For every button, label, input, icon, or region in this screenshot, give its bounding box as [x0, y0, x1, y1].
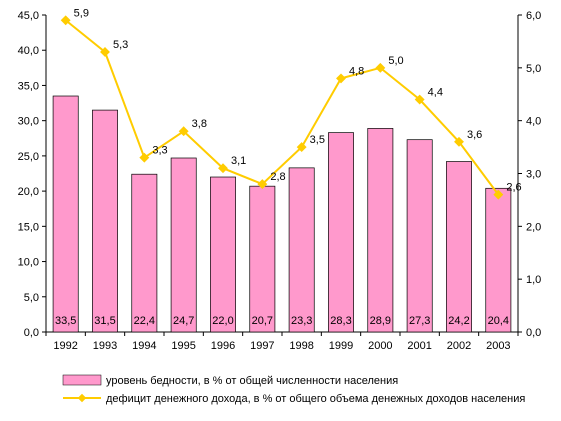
line-point — [218, 163, 228, 174]
y-right-tick-label: 5,0 — [526, 63, 541, 75]
bar-data-label: 22,4 — [134, 315, 155, 327]
x-tick-label: 2001 — [407, 340, 431, 352]
bar — [210, 176, 236, 333]
y-left-tick-label: 0,0 — [24, 327, 39, 339]
bar — [367, 128, 394, 333]
y-left-tick-label: 15,0 — [18, 221, 39, 233]
line-data-label: 4,8 — [349, 65, 364, 77]
x-tick-label: 1998 — [289, 340, 313, 352]
y-right-tick-label: 0,0 — [526, 327, 541, 339]
bar-data-label: 28,9 — [370, 315, 391, 327]
bar — [249, 185, 276, 333]
bar-data-label: 20,7 — [252, 315, 273, 327]
y-right-tick-label: 3,0 — [526, 169, 541, 181]
legend-label-line: дефицит денежного дохода, в % от общего … — [106, 393, 525, 405]
x-tick-label: 1995 — [171, 340, 195, 352]
bar — [92, 109, 118, 333]
bar-data-label: 24,2 — [448, 315, 469, 327]
line-point — [257, 179, 268, 190]
line-data-label: 4,4 — [428, 87, 443, 99]
line-point — [100, 47, 110, 57]
bar — [288, 167, 315, 333]
bar-data-label: 27,3 — [409, 315, 430, 327]
line-data-label: 3,1 — [231, 155, 246, 167]
y-left-tick-label: 35,0 — [18, 80, 39, 92]
line-data-label: 5,3 — [113, 39, 128, 51]
line-data-label: 3,8 — [192, 118, 207, 130]
line-point — [139, 152, 150, 163]
bar — [328, 132, 354, 333]
legend: уровень бедности, в % от общей численнос… — [62, 374, 525, 405]
x-tick-label: 2000 — [368, 340, 392, 352]
y-right-tick-label: 4,0 — [526, 116, 541, 128]
y-right-tick-label: 6,0 — [526, 10, 541, 22]
y-left-tick-label: 40,0 — [18, 45, 39, 57]
bar-data-label: 20,4 — [488, 315, 509, 327]
line-point — [296, 142, 307, 153]
x-tick-label: 1992 — [53, 340, 77, 352]
bar-data-label: 28,3 — [330, 315, 351, 327]
plot-area: 0,0 5,0 10,0 15,0 20,0 25,0 30,0 35,0 40,0 45,0 0,… — [18, 7, 542, 352]
y-left-tick-label: 5,0 — [24, 292, 39, 304]
line-data-label: 5,9 — [74, 7, 89, 19]
legend-swatch-bar — [62, 374, 102, 386]
bar-data-label: 33,5 — [55, 315, 76, 327]
legend-line-marker — [77, 393, 87, 403]
y-right-tick-label: 1,0 — [526, 274, 541, 286]
bar — [170, 157, 197, 333]
line-data-label: 2,8 — [270, 171, 285, 183]
line-point — [493, 189, 504, 200]
line-data-label: 5,0 — [388, 55, 403, 67]
line-point — [454, 136, 464, 147]
bar-data-label: 31,5 — [94, 315, 115, 327]
bar-data-label: 23,3 — [291, 315, 312, 327]
line-data-label: 3,6 — [467, 129, 482, 141]
x-tick-label: 1993 — [93, 340, 117, 352]
y-left-tick-label: 10,0 — [18, 257, 39, 269]
bar-data-label: 22,0 — [212, 315, 233, 327]
bar — [52, 95, 79, 333]
line-data-label: 3,3 — [152, 145, 167, 157]
x-tick-label: 1999 — [329, 340, 353, 352]
y-left-tick-label: 25,0 — [18, 151, 39, 163]
y-right-tick-label: 2,0 — [526, 221, 541, 233]
legend-label-bar: уровень бедности, в % от общей численнос… — [106, 375, 398, 387]
line-data-label: 3,5 — [310, 134, 325, 146]
line-series — [65, 19, 500, 196]
bar-data-label: 24,7 — [173, 315, 194, 327]
y-left-tick-label: 20,0 — [18, 186, 39, 198]
y-left-tick-label: 30,0 — [18, 116, 39, 128]
bar — [446, 161, 472, 333]
line-point — [336, 73, 346, 84]
x-tick-label: 2003 — [486, 340, 510, 352]
bar — [406, 139, 433, 333]
x-tick-label: 1994 — [132, 340, 156, 352]
x-tick-label: 1996 — [211, 340, 235, 352]
x-tick-label: 1997 — [250, 340, 274, 352]
x-tick-label: 2002 — [447, 340, 471, 352]
bar — [485, 187, 512, 333]
y-left-tick-label: 45,0 — [18, 10, 39, 22]
bar — [131, 173, 158, 333]
line-data-label: 2,6 — [506, 182, 521, 194]
